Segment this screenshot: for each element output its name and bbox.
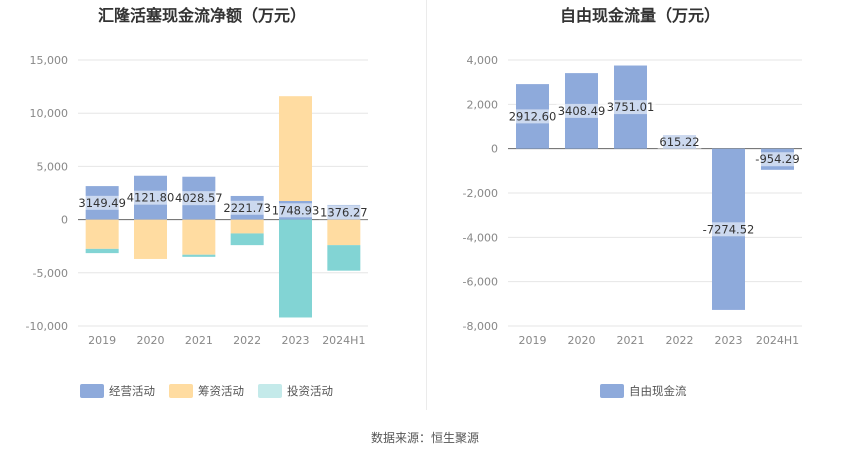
y-tick-label: -5,000: [33, 267, 68, 280]
left-chart-title: 汇隆活塞现金流净额（万元）: [98, 6, 306, 25]
x-tick-label: 2022: [666, 334, 694, 347]
y-tick-label: 5,000: [37, 160, 69, 173]
legend-label[interactable]: 投资活动: [287, 384, 333, 398]
bar-2019-series-1: [85, 219, 119, 249]
y-tick-label: -8,000: [463, 320, 498, 333]
bar-2021-series-2: [182, 254, 216, 257]
y-tick-label: -10,000: [26, 320, 68, 333]
y-tick-label: 4,000: [467, 54, 499, 67]
y-tick-label: 10,000: [30, 107, 69, 120]
data-label: 1748.93: [272, 203, 320, 217]
data-label: 3149.49: [78, 196, 126, 210]
x-tick-label: 2023: [282, 334, 310, 347]
data-label-bg: [270, 203, 321, 218]
legend-swatch[interactable]: [258, 384, 282, 398]
data-label-bg: [752, 152, 803, 167]
legend-label[interactable]: 自由现金流: [629, 384, 687, 398]
x-tick-label: 2024H1: [322, 334, 365, 347]
legend-swatch[interactable]: [169, 384, 193, 398]
x-tick-label: 2022: [233, 334, 261, 347]
data-label: 1376.27: [320, 205, 368, 219]
x-tick-label: 2020: [568, 334, 596, 347]
data-label-bg: [657, 134, 702, 149]
data-label: 615.22: [659, 135, 699, 149]
data-label: 4121.80: [127, 191, 175, 205]
y-tick-label: 0: [61, 214, 68, 227]
data-label-bg: [77, 195, 128, 210]
y-tick-label: 15,000: [30, 54, 69, 67]
legend-label[interactable]: 筹资活动: [198, 384, 244, 398]
legend-swatch[interactable]: [600, 384, 624, 398]
bar-2022-series-1: [230, 219, 264, 234]
y-tick-label: 2,000: [467, 98, 499, 111]
data-label-bg: [507, 109, 558, 124]
y-tick-label: -4,000: [463, 231, 498, 244]
data-label: -7274.52: [703, 222, 755, 236]
x-tick-label: 2019: [519, 334, 547, 347]
bar-2024H1-series-2: [327, 245, 361, 271]
right-chart-plot: 4,000 2,000 0 -2,000 -4,000 -6,000 -8,000 2019 2…: [463, 54, 803, 347]
data-label-bg: [605, 100, 656, 115]
y-tick-label: 0: [491, 143, 498, 156]
x-tick-label: 2021: [617, 334, 645, 347]
bar-2021-series-1: [182, 219, 216, 255]
bar-2024H1-series-1: [327, 219, 361, 246]
data-label-bg: [318, 205, 369, 220]
data-source-note: 数据来源：恒生聚源: [370, 431, 479, 445]
bar-2019-series-2: [85, 248, 119, 254]
x-tick-label: 2019: [88, 334, 116, 347]
left-chart-legend: 经营活动 筹资活动 投资活动: [80, 384, 333, 398]
data-label: 3751.01: [607, 100, 655, 114]
x-tick-label: 2021: [185, 334, 213, 347]
data-label-bg: [173, 191, 224, 206]
y-tick-label: -2,000: [463, 187, 498, 200]
x-tick-label: 2020: [137, 334, 165, 347]
bar-2023-series-1: [279, 96, 312, 201]
bar-2022-series-2: [230, 233, 264, 246]
data-label-bg: [700, 222, 757, 237]
data-label-bg: [125, 190, 176, 205]
bar-2023-series-2: [279, 219, 312, 318]
x-tick-label: 2023: [715, 334, 743, 347]
y-tick-label: -6,000: [463, 276, 498, 289]
data-label: 2221.73: [223, 201, 271, 215]
panel-divider: [426, 0, 427, 410]
data-label: -954.29: [755, 152, 799, 166]
data-label: 2912.60: [509, 109, 557, 123]
bar-2020-series-1: [134, 219, 167, 259]
legend-label[interactable]: 经营活动: [109, 384, 155, 398]
right-chart-title: 自由现金流量（万元）: [560, 6, 720, 25]
left-chart-plot: 15,000 10,000 5,000 0 -5,000 -10,000 2019 2020 2…: [26, 54, 369, 347]
data-label: 4028.57: [175, 191, 223, 205]
data-label-bg: [222, 200, 273, 215]
data-label: 3408.49: [558, 104, 606, 118]
data-label-bg: [556, 103, 607, 118]
legend-swatch[interactable]: [80, 384, 104, 398]
right-chart-legend: 自由现金流: [600, 384, 687, 398]
x-tick-label: 2024H1: [756, 334, 799, 347]
